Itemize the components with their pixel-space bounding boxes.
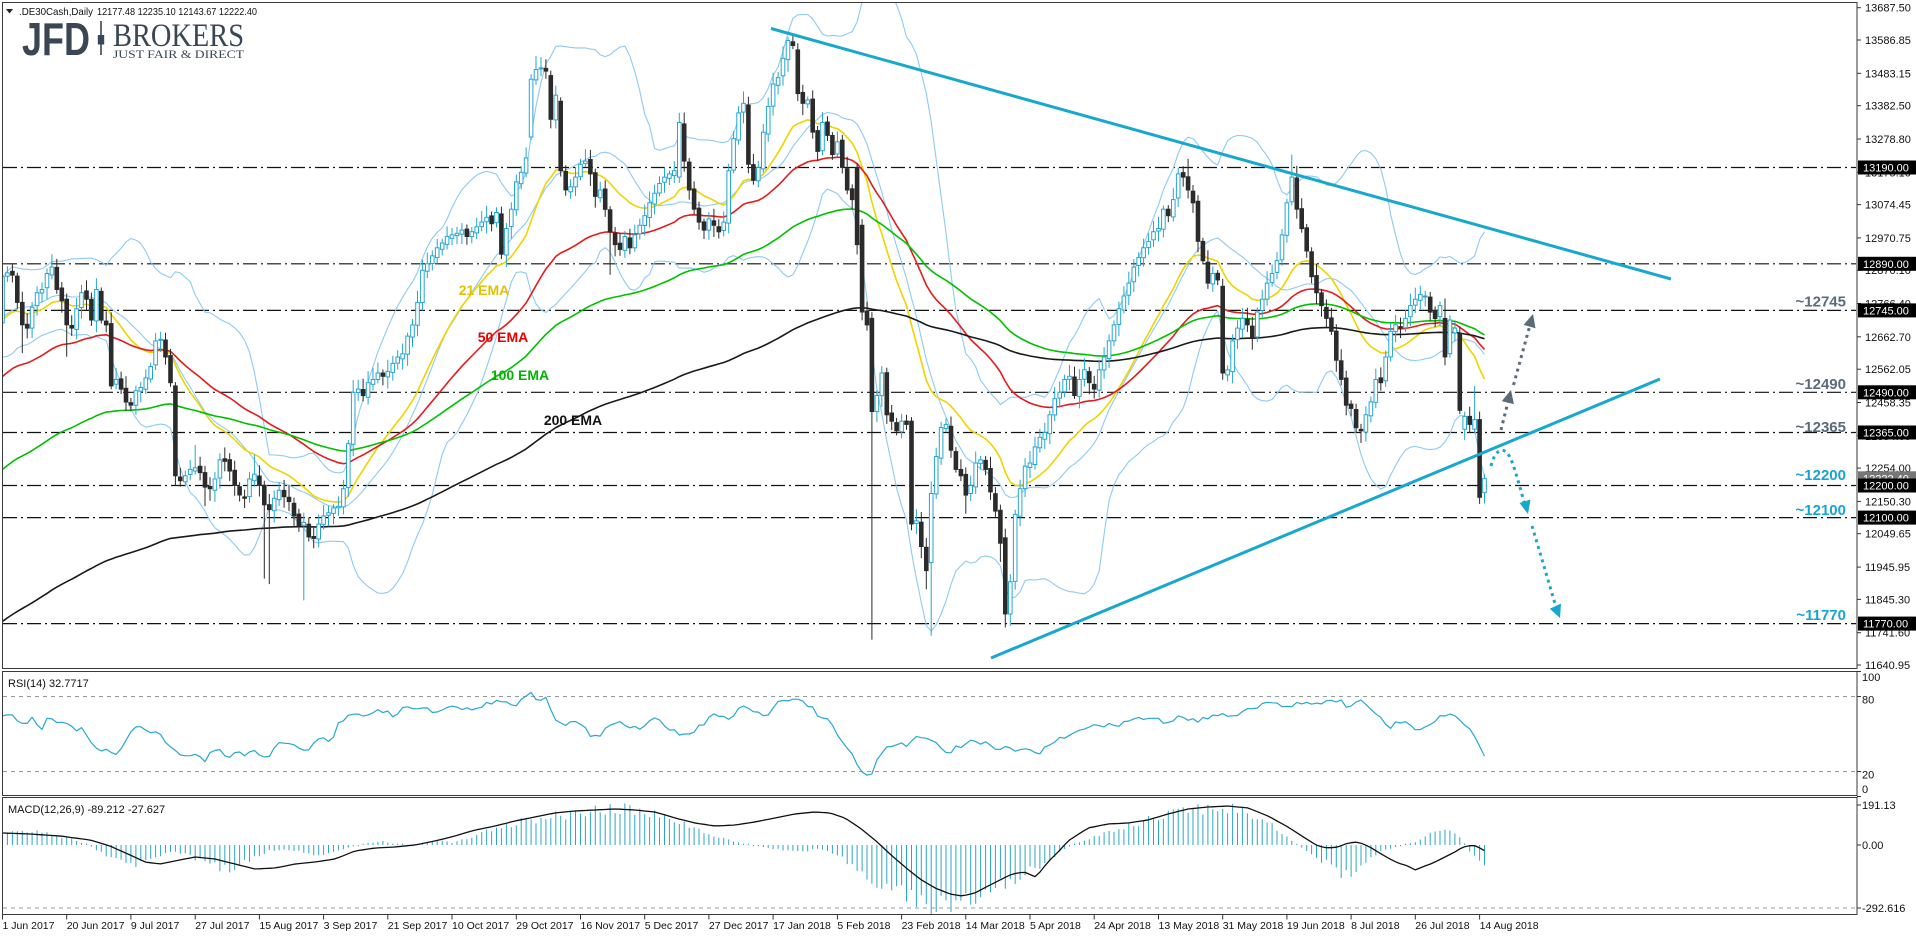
svg-text:13687.50: 13687.50	[1865, 3, 1911, 15]
svg-text:27 Jul 2017: 27 Jul 2017	[195, 920, 249, 932]
svg-text:12970.75: 12970.75	[1865, 233, 1911, 245]
svg-text:12458.35: 12458.35	[1865, 398, 1911, 410]
svg-text:16 Nov 2017: 16 Nov 2017	[581, 920, 641, 932]
svg-text:11640.95: 11640.95	[1865, 660, 1910, 672]
svg-text:13278.80: 13278.80	[1865, 134, 1911, 146]
svg-text:~12490: ~12490	[1796, 376, 1846, 393]
svg-text:24 Apr 2018: 24 Apr 2018	[1094, 920, 1151, 932]
svg-text:13074.45: 13074.45	[1865, 200, 1911, 212]
svg-text:13190.00: 13190.00	[1863, 163, 1909, 175]
svg-text:12890.00: 12890.00	[1863, 259, 1909, 271]
svg-text:1 Jun 2017: 1 Jun 2017	[3, 920, 55, 932]
svg-text:80: 80	[1862, 695, 1874, 707]
svg-text:13483.15: 13483.15	[1865, 68, 1911, 80]
svg-text:20 Jun 2017: 20 Jun 2017	[67, 920, 125, 932]
svg-text:0.00: 0.00	[1862, 840, 1883, 852]
svg-text:20: 20	[1862, 770, 1874, 782]
svg-text:8 Jul 2018: 8 Jul 2018	[1351, 920, 1400, 932]
svg-text:23 Feb 2018: 23 Feb 2018	[902, 920, 961, 932]
svg-text:0: 0	[1862, 784, 1868, 796]
svg-text:21 Sep 2017: 21 Sep 2017	[388, 920, 448, 932]
svg-text:12100.00: 12100.00	[1863, 513, 1909, 525]
svg-text:31 May 2018: 31 May 2018	[1223, 920, 1284, 932]
svg-text:3 Sep 2017: 3 Sep 2017	[324, 920, 378, 932]
svg-text:.DE30Cash,Daily: .DE30Cash,Daily	[19, 6, 94, 18]
svg-text:17 Jan 2018: 17 Jan 2018	[773, 920, 831, 932]
svg-text:10 Oct 2017: 10 Oct 2017	[452, 920, 509, 932]
svg-text:27 Dec 2017: 27 Dec 2017	[709, 920, 769, 932]
svg-text:~12200: ~12200	[1796, 467, 1846, 484]
svg-text:5 Feb 2018: 5 Feb 2018	[837, 920, 890, 932]
svg-text:12562.05: 12562.05	[1865, 364, 1911, 376]
svg-text:BROKERS: BROKERS	[113, 18, 244, 54]
svg-text:12150.30: 12150.30	[1865, 496, 1911, 508]
svg-text:14 Mar 2018: 14 Mar 2018	[966, 920, 1025, 932]
svg-text:-292.616: -292.616	[1862, 903, 1905, 915]
svg-text:MACD(12,26,9) -89.212 -27.627: MACD(12,26,9) -89.212 -27.627	[8, 804, 165, 816]
svg-text:RSI(14) 32.7717: RSI(14) 32.7717	[8, 678, 89, 690]
svg-text:11770.00: 11770.00	[1863, 619, 1908, 631]
svg-text:12200.00: 12200.00	[1863, 481, 1909, 493]
svg-text:13382.50: 13382.50	[1865, 101, 1911, 113]
svg-text:~12365: ~12365	[1796, 419, 1846, 436]
svg-text:~12745: ~12745	[1796, 294, 1846, 311]
svg-text:11845.30: 11845.30	[1865, 594, 1910, 606]
svg-text:29 Oct 2017: 29 Oct 2017	[516, 920, 573, 932]
svg-text:11945.95: 11945.95	[1865, 562, 1910, 574]
svg-text:26 Jul 2018: 26 Jul 2018	[1415, 920, 1469, 932]
svg-text:13 May 2018: 13 May 2018	[1159, 920, 1220, 932]
svg-text:~12100: ~12100	[1796, 502, 1846, 519]
svg-text:JUST FAIR & DIRECT: JUST FAIR & DIRECT	[113, 49, 244, 61]
svg-text:11741.60: 11741.60	[1865, 628, 1910, 640]
svg-text:19 Jun 2018: 19 Jun 2018	[1287, 920, 1345, 932]
svg-text:~11770: ~11770	[1796, 607, 1846, 624]
svg-text:9 Jul 2017: 9 Jul 2017	[131, 920, 180, 932]
svg-text:12177.48 12235.10 12143.67 122: 12177.48 12235.10 12143.67 12222.40	[97, 6, 257, 18]
svg-text:50 EMA: 50 EMA	[478, 329, 529, 345]
svg-text:21 EMA: 21 EMA	[459, 282, 510, 298]
svg-text:JFD: JFD	[22, 13, 90, 65]
svg-text:12049.65: 12049.65	[1865, 529, 1911, 541]
svg-text:12490.00: 12490.00	[1863, 387, 1909, 399]
svg-text:200 EMA: 200 EMA	[544, 412, 602, 428]
svg-text:15 Aug 2017: 15 Aug 2017	[259, 920, 318, 932]
svg-text:5 Apr 2018: 5 Apr 2018	[1030, 920, 1081, 932]
svg-text:14 Aug 2018: 14 Aug 2018	[1480, 920, 1539, 932]
svg-text:13586.85: 13586.85	[1865, 35, 1911, 47]
svg-text:12365.00: 12365.00	[1863, 428, 1909, 440]
svg-text:100 EMA: 100 EMA	[491, 367, 549, 383]
svg-text:12662.70: 12662.70	[1865, 332, 1911, 344]
svg-text:191.13: 191.13	[1862, 800, 1896, 812]
svg-text:12745.00: 12745.00	[1863, 305, 1909, 317]
svg-text:5 Dec 2017: 5 Dec 2017	[645, 920, 699, 932]
svg-text:100: 100	[1862, 672, 1880, 684]
